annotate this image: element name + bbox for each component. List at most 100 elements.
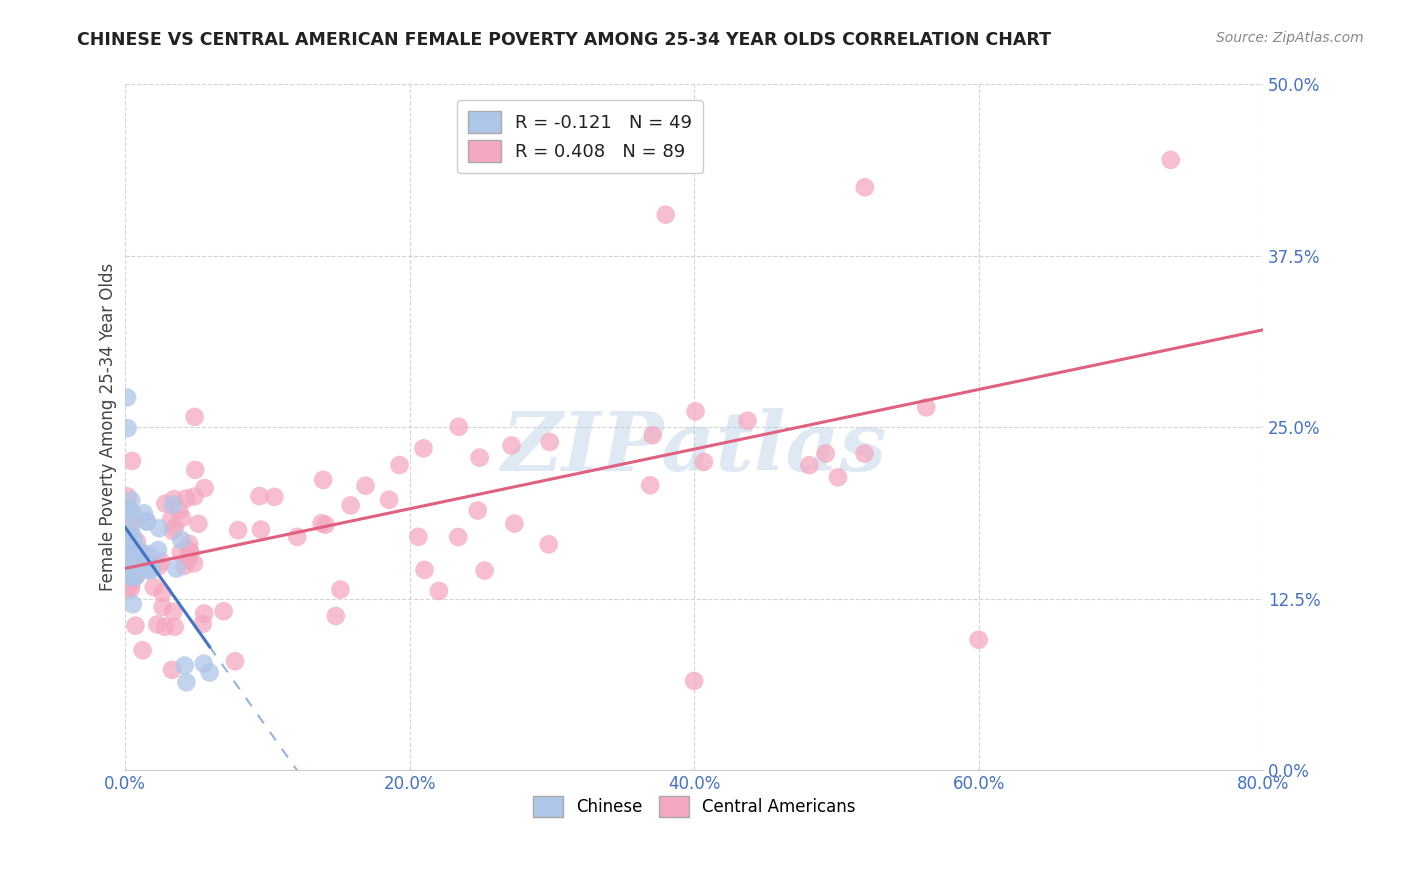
Point [226, 523, 249, 537]
Point [447, 530, 470, 544]
Point [124, 569, 146, 583]
Point [150, 555, 173, 569]
Point [537, 537, 560, 551]
Point [447, 419, 470, 434]
Point [538, 434, 561, 449]
Point [125, 534, 148, 549]
Point [827, 470, 849, 484]
Point [163, 620, 186, 634]
Point [115, 550, 138, 565]
Point [250, 523, 273, 537]
Point [194, 481, 217, 495]
Point [118, 533, 141, 547]
Point [329, 582, 352, 597]
Point [179, 545, 201, 559]
Point [315, 517, 337, 532]
Point [285, 530, 308, 544]
Point [117, 490, 139, 504]
Point [128, 562, 150, 576]
Point [131, 643, 153, 657]
Point [163, 520, 186, 534]
Point [125, 569, 148, 583]
Point [325, 609, 347, 624]
Point [169, 503, 191, 517]
Point [121, 597, 143, 611]
Point [141, 563, 163, 577]
Point [179, 537, 201, 551]
Point [120, 582, 142, 596]
Point [173, 558, 195, 573]
Point [128, 542, 150, 557]
Point [191, 616, 214, 631]
Y-axis label: Female Poverty Among 25-34 Year Olds: Female Poverty Among 25-34 Year Olds [100, 263, 117, 591]
Point [117, 527, 139, 541]
Point [160, 512, 183, 526]
Point [427, 583, 450, 598]
Point [183, 409, 205, 424]
Point [212, 604, 235, 618]
Point [162, 498, 184, 512]
Point [148, 521, 170, 535]
Point [131, 547, 153, 561]
Point [122, 544, 145, 558]
Point [683, 673, 706, 688]
Point [467, 503, 489, 517]
Point [501, 438, 523, 452]
Point [693, 455, 716, 469]
Point [152, 599, 174, 614]
Point [193, 657, 215, 671]
Point [173, 658, 195, 673]
Point [114, 533, 136, 547]
Point [388, 458, 411, 472]
Point [339, 499, 361, 513]
Point [135, 515, 157, 529]
Point [198, 665, 221, 680]
Point [121, 574, 143, 589]
Point [118, 537, 141, 551]
Point [120, 570, 142, 584]
Point [170, 545, 193, 559]
Point [122, 570, 145, 584]
Point [153, 620, 176, 634]
Point [354, 479, 377, 493]
Point [412, 442, 434, 456]
Point [117, 502, 139, 516]
Point [122, 530, 145, 544]
Point [503, 516, 526, 531]
Point [311, 516, 333, 531]
Point [853, 446, 876, 460]
Point [146, 543, 169, 558]
Point [853, 180, 876, 194]
Point [165, 562, 187, 576]
Point [176, 675, 198, 690]
Point [737, 414, 759, 428]
Point [172, 511, 194, 525]
Point [413, 563, 436, 577]
Point [142, 580, 165, 594]
Text: ZIPatlas: ZIPatlas [502, 408, 887, 488]
Point [125, 544, 148, 558]
Point [117, 558, 139, 572]
Point [163, 492, 186, 507]
Point [263, 490, 285, 504]
Point [122, 533, 145, 548]
Point [160, 663, 183, 677]
Point [155, 497, 177, 511]
Point [814, 446, 837, 460]
Point [122, 508, 145, 522]
Point [122, 550, 145, 565]
Point [184, 463, 207, 477]
Point [685, 404, 707, 418]
Legend: Chinese, Central Americans: Chinese, Central Americans [526, 789, 862, 823]
Point [121, 516, 143, 530]
Point [121, 565, 143, 579]
Point [183, 490, 205, 504]
Point [121, 535, 143, 549]
Point [162, 605, 184, 619]
Point [124, 618, 146, 632]
Point [187, 516, 209, 531]
Point [177, 552, 200, 566]
Point [121, 454, 143, 468]
Point [312, 473, 335, 487]
Point [654, 208, 676, 222]
